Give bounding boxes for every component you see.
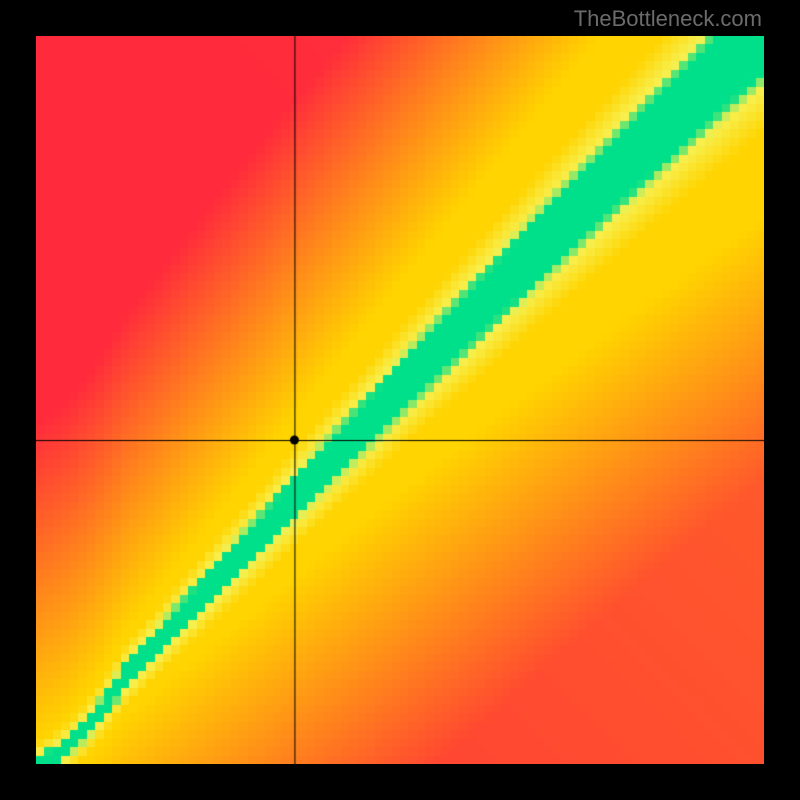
heatmap-canvas bbox=[36, 36, 764, 764]
heatmap-plot bbox=[36, 36, 764, 764]
watermark-text: TheBottleneck.com bbox=[574, 6, 762, 32]
